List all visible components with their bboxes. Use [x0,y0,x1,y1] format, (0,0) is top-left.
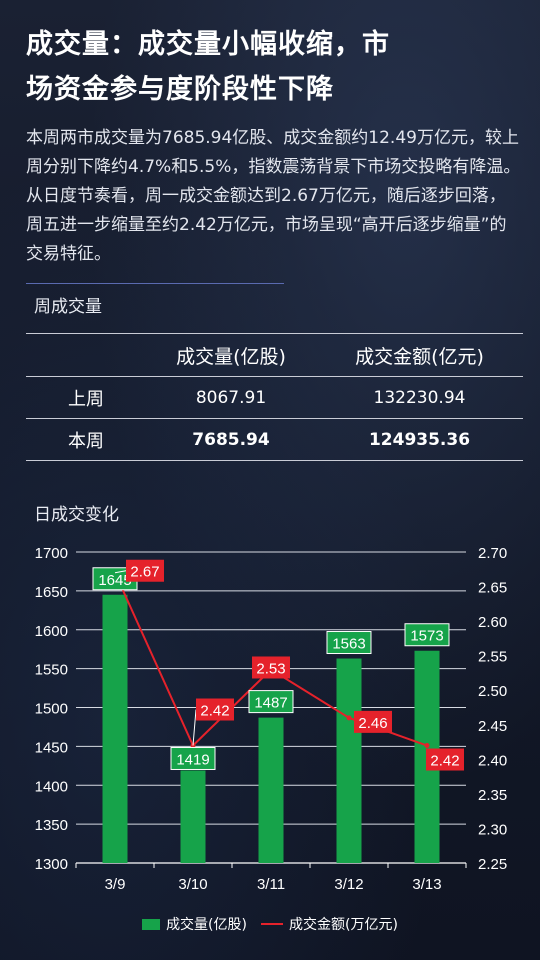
x-tick-label: 3/12 [334,876,363,893]
row-label: 上周 [68,388,104,410]
chart-legend: 成交量(亿股) 成交金额(万亿元) [0,914,540,934]
line-value-label-box [126,559,164,582]
x-tick-label: 3/13 [412,876,441,893]
table-row-this-week: 本周 7685.94 124935.36 [26,419,523,461]
y-left-tick-label: 1500 [35,701,68,718]
y-right-tick-label: 2.35 [478,787,507,804]
line-value-label-box [196,698,234,721]
y-right-tick-label: 2.70 [478,545,507,562]
page-title-line-2: 场资金参与度阶段性下降 [26,74,334,105]
y-left-tick-label: 1600 [35,623,68,640]
table-header-row: 成交量(亿股) 成交金额(亿元) [26,333,523,377]
y-right-tick-label: 2.30 [478,821,507,838]
line-point [424,743,430,749]
bar [336,658,362,863]
legend-bar-label: 成交量(亿股) [166,917,247,933]
x-tick-label: 3/11 [257,876,285,893]
x-tick-label: 3/9 [105,876,126,893]
bar-value-label: 1563 [332,636,365,653]
line-value-label: 2.46 [358,715,387,732]
line-value-label-box [426,748,464,771]
summary-text: 本周两市成交量为7685.94亿股、成交金额约12.49万亿元，较上周分别下降约… [26,128,521,264]
legend-line-label: 成交金额(万亿元) [289,917,398,933]
legend-bar-swatch [142,918,161,930]
y-left-tick-label: 1350 [35,817,68,834]
y-right-tick-label: 2.55 [478,649,507,666]
daily-section-title: 日成交变化 [34,505,119,525]
line-value-label: 2.67 [130,564,159,581]
bar-value-label-box [170,746,216,770]
line-value-label-box [354,710,392,733]
line-value-label: 2.53 [256,660,285,677]
line-label-leader [192,709,197,746]
line-point [346,715,352,721]
bar [258,717,284,863]
bar [180,770,206,863]
row-label: 本周 [68,430,104,452]
y-right-tick-label: 2.60 [478,614,507,631]
y-right-tick-label: 2.50 [478,683,507,700]
table-header-blank [26,334,146,377]
table-header-volume: 成交量(亿股) [176,345,286,368]
y-left-tick-label: 1450 [35,739,68,756]
row-volume: 7685.94 [192,429,270,450]
daily-volume-chart: 1300 1350 1400 1450 1500 1550 1600 1650 1700 2.25… [35,545,508,893]
y-left-tick-label: 1300 [35,856,68,873]
line-value-label: 2.42 [200,703,229,720]
bar-value-label-box [326,631,372,655]
page-title-line-1: 成交量：成交量小幅收缩，市 [26,29,390,60]
bar-value-label-box [248,690,294,714]
bar-value-label-box [404,623,450,647]
y-left-tick-label: 1550 [35,662,68,679]
page-title: 成交量：成交量小幅收缩，市 场资金参与度阶段性下降 [26,22,496,112]
bar-value-label: 1419 [176,751,209,768]
y-right-tick-label: 2.25 [478,856,507,873]
y-left-tick-label: 1650 [35,584,68,601]
y-right-tick-label: 2.45 [478,718,507,735]
bar-value-label: 1487 [254,695,287,712]
bar-value-label: 1573 [410,628,443,645]
row-amount: 132230.94 [373,387,466,408]
section-divider [26,283,284,284]
legend-line-swatch [261,923,283,925]
bar-value-label: 1645 [98,572,131,589]
table-header-amount: 成交金额(亿元) [355,345,484,368]
y-right-tick-label: 2.40 [478,752,507,769]
row-amount: 124935.36 [368,429,471,450]
bar [102,594,128,863]
weekly-comparison-table: 成交量(亿股) 成交金额(亿元) 上周 8067.91 132230.94 本周… [26,333,523,461]
x-tick-label: 3/10 [178,876,207,893]
y-left-tick-label: 1400 [35,778,68,795]
table-row-last-week: 上周 8067.91 132230.94 [26,377,523,419]
line-label-leader [114,570,127,574]
y-right-tick-label: 2.65 [478,580,507,597]
line-value-label: 2.42 [430,753,459,770]
row-volume: 8067.91 [195,387,267,408]
y-left-tick-label: 1700 [35,545,68,562]
weekly-section-title: 周成交量 [34,297,102,317]
line-value-label-box [252,656,290,679]
